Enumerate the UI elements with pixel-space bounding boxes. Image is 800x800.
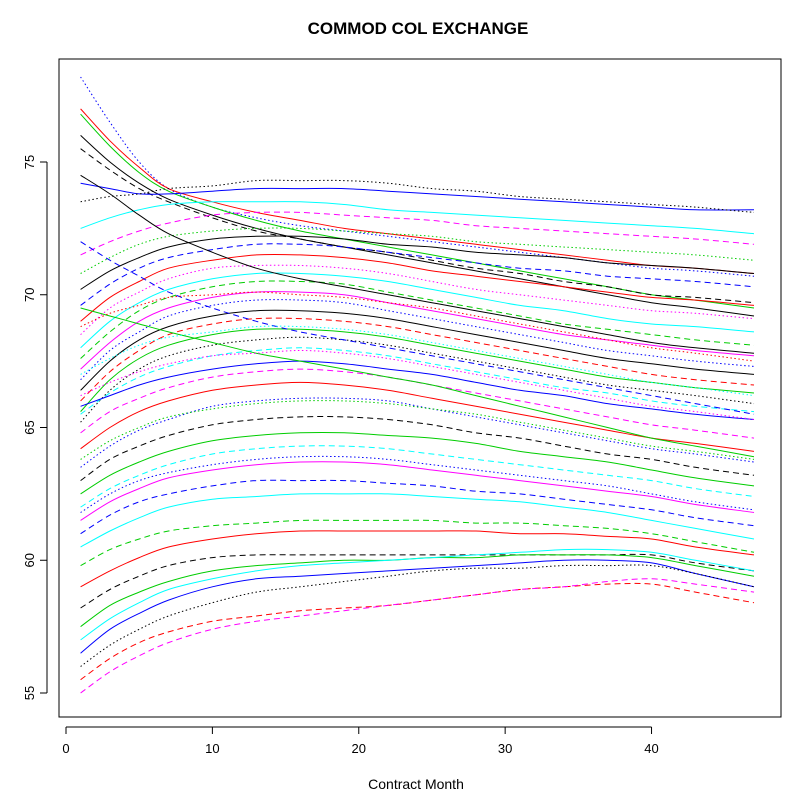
series-line-47: [80, 325, 755, 397]
series-line-11: [80, 235, 755, 290]
series-line-36: [80, 553, 755, 609]
y-tick-label: 65: [22, 420, 37, 434]
x-tick-label: 40: [644, 741, 658, 756]
y-tick-label: 70: [22, 288, 37, 302]
series-line-27: [80, 397, 755, 468]
series-line-23: [80, 347, 755, 415]
x-tick-label: 10: [205, 741, 219, 756]
series-line-4: [80, 135, 755, 317]
y-axis: 55 60 65 70 75: [22, 155, 48, 700]
series-line-16: [80, 280, 755, 359]
series-line-24: [80, 360, 755, 420]
series-line-19: [80, 309, 755, 391]
y-tick-label: 60: [22, 553, 37, 567]
series-line-37: [80, 554, 755, 628]
series-line-1: [80, 76, 755, 277]
x-axis: 0 10 20 30 40: [62, 726, 659, 756]
series-line-40: [80, 564, 755, 667]
series-line-25: [80, 368, 755, 439]
series-line-8: [80, 201, 755, 235]
series-line-28: [80, 416, 755, 482]
series-line-7: [80, 179, 755, 213]
series-line-41: [80, 582, 755, 681]
series-line-33: [80, 493, 755, 548]
series-line-45: [80, 307, 755, 458]
series-line-22: [80, 336, 755, 423]
series-line-6: [80, 182, 755, 211]
series-line-5: [80, 148, 755, 304]
series-line-38: [80, 548, 755, 641]
series-line-10: [80, 227, 755, 274]
plot-frame: [58, 58, 782, 718]
series-line-12: [80, 243, 755, 306]
series-line-21: [80, 328, 755, 412]
y-tick-label: 55: [22, 686, 37, 700]
x-tick-label: 20: [352, 741, 366, 756]
series-line-26: [80, 381, 755, 452]
series-line-31: [80, 461, 755, 521]
series-line-15: [80, 272, 755, 349]
series-line-14: [80, 264, 755, 335]
series-line-32: [80, 479, 755, 535]
series-line-34: [80, 519, 755, 567]
series-line-43: [80, 174, 755, 354]
series-layer: [80, 76, 755, 694]
x-tick-label: 30: [498, 741, 512, 756]
series-line-20: [80, 317, 755, 402]
series-line-13: [80, 253, 755, 322]
series-line-35: [80, 530, 755, 588]
series-line-44: [80, 241, 755, 415]
y-tick-label: 75: [22, 155, 37, 169]
x-tick-label: 0: [62, 741, 69, 756]
series-line-46: [80, 291, 755, 362]
series-line-42: [80, 578, 755, 694]
series-line-39: [80, 559, 755, 654]
series-line-29: [80, 432, 755, 495]
series-line-9: [80, 211, 755, 256]
series-line-18: [80, 299, 755, 381]
series-line-2: [80, 108, 755, 274]
series-line-50: [80, 455, 755, 513]
chart-title: COMMOD COL EXCHANGE: [308, 19, 529, 38]
series-line-49: [80, 400, 755, 460]
series-line-30: [80, 445, 755, 508]
x-axis-label: Contract Month: [368, 776, 464, 792]
